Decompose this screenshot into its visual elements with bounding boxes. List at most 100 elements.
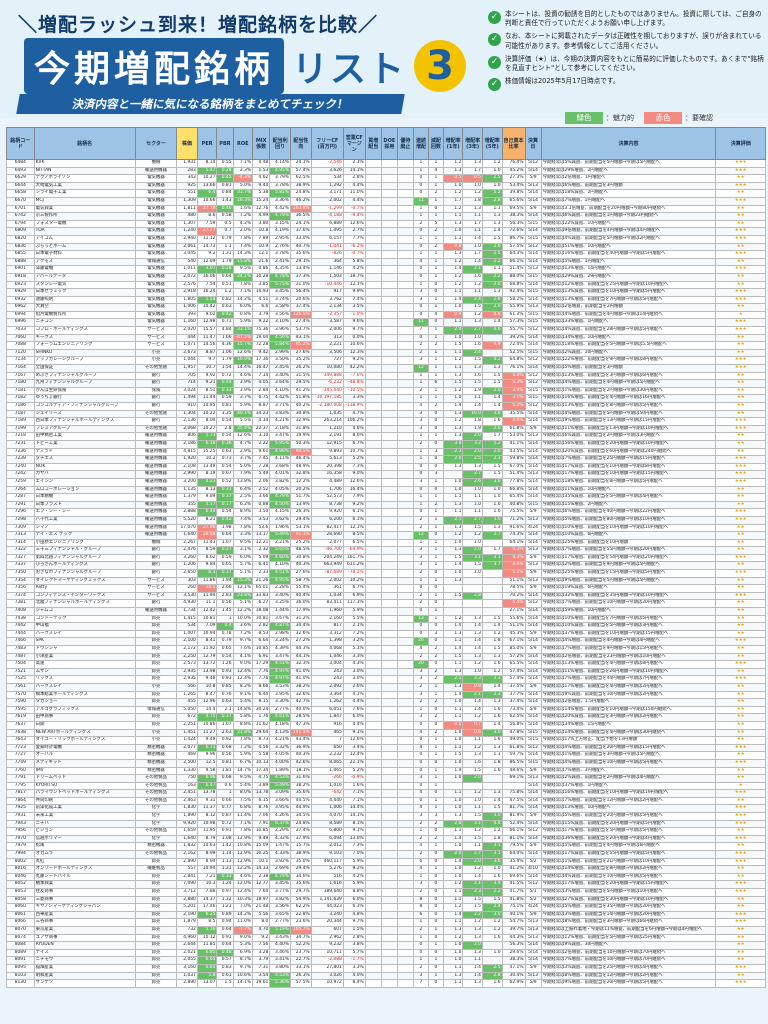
column-header[interactable]: 増配率(5年) xyxy=(481,127,503,160)
table-row[interactable]: 8066 三谷商事 卸売 1,879 8.5 0.94 11.0% 8.0 2.77% 23.6%… xyxy=(6,918,766,927)
table-row[interactable]: 8061 西華産業 卸売 2,190 6.25 0.89 14.2% 5.56 3.65% 22.… xyxy=(6,910,766,920)
table-row[interactable]: 7727 オーバル 精密機器 469 9.96 0.56 5.9% 5.58 4.05% 40.3… xyxy=(6,751,766,760)
table-row[interactable]: 6484 KVK 機械 1,931 8.14 0.55 7.1% 4.48 4.14% 24.1%… xyxy=(6,159,766,168)
table-row[interactable]: 7356 Retty サービス 260 24.5 2.66 12.1% 65.01 2.28% 5… xyxy=(6,584,766,593)
table-row[interactable]: 7060 ギークス サービス 444 11.47 1.66 -41.5% 19.04 4.50%… xyxy=(6,333,766,343)
table-row[interactable]: 6644 大崎電気工業 電気機器 925 13.66 0.81 5.0% 9.44 3.78% 3… xyxy=(6,181,766,191)
table-row[interactable]: 8089 ナイス 卸売 2,021 6.85 0.48 6.9% 3.28 3.46% 23.7%… xyxy=(6,948,766,958)
table-row[interactable]: 7637 白銅 卸売 2,251 10.86 1.07 8.8% 11.62 4.18% 47.3… xyxy=(6,720,766,730)
table-row[interactable]: 8095 稲畑産業 卸売 3,160 0.81 0.83 9.7% 7.31 3.80% 33.1… xyxy=(6,963,766,973)
column-header[interactable]: 優待廃止 xyxy=(396,127,414,160)
table-row[interactable]: 7236 ティラド 輸送用機器 4,815 15.25 0.63 2.9% 9.61 4.98%… xyxy=(6,447,766,457)
table-row[interactable]: 6794 フォスター電機 電気機器 1,307 7.59 0.5 4.2% 3.80 3.15%… xyxy=(6,219,766,229)
table-row[interactable]: 7182 ゆうちょ銀行 銀行 1,494 11.44 0.59 3.7% 6.75 4.42% 5… xyxy=(6,394,766,403)
table-row[interactable]: 8060 キヤノンマーケティングジャパン 卸売 5,201 17.46 1.23 7.0% 2… xyxy=(6,903,766,912)
column-header[interactable]: 営業CFマージン xyxy=(342,127,366,160)
table-row[interactable]: 7925 前澤化成工業 化学 1,830 11.37 0.77 6.8% 8.76 3.95% 4… xyxy=(6,804,766,814)
table-row[interactable]: 7354 ダイレクトマーケティングミックス サービス 303 11.86 1.94 15.3… xyxy=(6,576,766,586)
table-row[interactable]: 8002 丸紅 卸売 2,890 8.94 1.13 12.9% 10.1 3.92% 35.0%… xyxy=(6,857,766,867)
table-row[interactable]: 8084 RYODEN 卸売 2,644 11.85 0.64 5.3% 7.56 4.40% 5… xyxy=(6,941,766,950)
table-row[interactable]: 8074 ユアサ商事 卸売 4,960 10.12 0.91 9.0% 9.2 3.43% 34.… xyxy=(6,933,766,943)
table-row[interactable]: 7979 松風 精密機器 1,832 10.63 1.42 10.8% 15.09 1.47% 1… xyxy=(6,842,766,852)
table-row[interactable]: 7287 日本精機 輸送用機器 1,379 9.89 0.37 2.5% 3.66 4.79% 5… xyxy=(6,493,766,502)
table-row[interactable]: 7337 ひろぎんホールディングス 銀行 1,206 9.84 0.65 5.7% 6.41 4… xyxy=(6,561,766,571)
column-header[interactable]: 買増配当 xyxy=(364,127,382,160)
column-header[interactable]: PBR xyxy=(216,127,234,160)
column-header[interactable]: DOE採用 xyxy=(380,127,398,160)
table-row[interactable]: 8016 オンワードホールディングス 繊維製品 557 10.94 1.31 12.2% 14… xyxy=(6,865,766,874)
table-row[interactable]: 6888 アクモス 情報通信 540 12.09 1.79 15.8% 21.6 2.41% 29… xyxy=(6,257,766,267)
column-header[interactable]: 配当利回り xyxy=(269,127,291,160)
table-row[interactable]: 7595 アルゴグラフィックス 情報通信 5,050 14.4 2.1 14.8% 30.24… xyxy=(6,705,766,715)
table-row[interactable]: 7749 メディキット 精密機器 2,500 12.5 0.81 6.7% 10.13 4.00… xyxy=(6,758,766,768)
column-header[interactable]: フリーCF(百万円) xyxy=(310,127,344,160)
table-row[interactable]: 7638 NEW ARTホールディングス 小売 1,451 11.27 2.63 21.8%… xyxy=(6,728,766,738)
column-header[interactable]: 連続増配 xyxy=(412,127,429,160)
table-row[interactable]: 6658 シライ電子工業 電気機器 551 6.4 0.84 31.7% 5.38 5.81% 2… xyxy=(6,189,766,198)
table-row[interactable]: 7088 フォーラムエンジニアリング サービス 1,071 14.56 4.36 15.7%… xyxy=(6,341,766,350)
table-row[interactable]: 7186 コンコルディア・フィナンシャルグループ 銀行 910 10.95 0.81 5.9… xyxy=(6,402,766,411)
table-row[interactable]: 8046 丸藤シートパイル 卸売 2,841 7.21 0.33 4.6% 2.38 4.79%… xyxy=(6,872,766,882)
table-row[interactable]: 7240 NOK 輸送用機器 2,108 13.49 0.54 5.0% 7.28 3.68% 4… xyxy=(6,462,766,472)
table-row[interactable]: 7374 コンフィデンス・インターワークス サービス 3,530 11.94 2.83 23… xyxy=(6,591,766,601)
column-header[interactable]: 減配回数 xyxy=(427,127,444,160)
column-header[interactable]: 自己資本比率 xyxy=(501,127,526,160)
table-row[interactable]: 7760 IMV 精密機器 1,330 9.58 1.81 14.7% 17.34 1.89% 1… xyxy=(6,766,766,776)
table-row[interactable]: 8052 椿本興業 卸売 7,090 10.3 1.24 12.0% 12.77 3.45% 35… xyxy=(6,880,766,889)
table-row[interactable]: 7442 中山福 卸売 534 7.09 0.4 3.6% 2.82 4.87% 34.4% 817… xyxy=(6,622,766,631)
table-row[interactable]: 6670 MCJ 電気機器 1,309 10.66 1.43 16.3% 15.24 3.36%… xyxy=(6,196,766,206)
table-row[interactable]: 7521 ムサシ 卸売 2,935 13.98 0.93 12.4% 7.76 4.97% 41.… xyxy=(6,667,766,677)
table-row[interactable]: 7643 ダイユー・リックホールディングス 小売 1,424 9.49 0.92 7.8% 8… xyxy=(6,736,766,745)
table-row[interactable]: 6493 NITTAN 輸送用機器 283 5.47 0.28 2.3% 1.53 4.95% 5… xyxy=(6,166,766,176)
table-row[interactable]: 7994 オカムラ その他製品 2,162 8.99 1.14 12.9% 10.25 4.33… xyxy=(6,850,766,859)
table-row[interactable]: 7239 タチエス 輸送用機器 1,920 10.2 0.73 3.7% 7.45 4.11% 4… xyxy=(6,455,766,464)
column-header[interactable]: 決算評価 xyxy=(715,127,766,160)
table-row[interactable]: 6932 遠藤照明 電気機器 1,805 5.54 0.82 14.2% 4.51 3.74% 2… xyxy=(6,295,766,305)
table-row[interactable]: 7314 小田原エンジニアリング 機械 2,267 11.43 1.07 9.5% 12.21… xyxy=(6,538,766,548)
table-row[interactable]: 7791 ドリームベッド その他製品 750 6.96 0.68 9.5% 4.75 4.53%… xyxy=(6,774,766,783)
table-row[interactable]: 7590 タカショー 卸売 455 12.96 0.63 5.4% 8.15 3.30% 42.7… xyxy=(6,698,766,707)
table-row[interactable]: 7483 ドウシシャ 卸売 2,172 11.92 0.65 7.6% 10.85 4.39% 4… xyxy=(6,645,766,654)
column-header[interactable]: 銘柄コード xyxy=(6,127,35,160)
table-row[interactable]: 7408 ジャムコ 輸送用機器 1,734 12.42 1.45 12.2% 18.08 1.4… xyxy=(6,607,766,616)
table-row[interactable]: 6809 TOA 電気機器 1,240 27.27 0.7 2.0% 10.8 4.19% 37.… xyxy=(6,227,766,236)
column-header[interactable]: 増配率(3年) xyxy=(462,127,483,160)
table-row[interactable]: 7167 めぶきフィナンシャルグループ 銀行 705 9.92 0.72 4.6% 7.14 3… xyxy=(6,371,766,381)
table-row[interactable]: 7444 ハークスレイ 卸売 1,007 10.94 0.78 7.2% 8.53 2.98% 3… xyxy=(6,629,766,639)
table-row[interactable]: 7795 KYORITSU その他製品 163 6.47 0.6 5.4% 3.89 5.49%… xyxy=(6,781,766,791)
table-row[interactable]: 7570 橋本総業ホールディングス 卸売 1,265 8.47 0.76 9.1% 6.44 3… xyxy=(6,690,766,700)
table-row[interactable]: 7120 SHINKO 小売 2,673 8.87 1.06 12.6% 9.42 2.99% 2… xyxy=(6,348,766,358)
table-row[interactable]: 6929 日本セラミック 電気機器 2,918 16.24 1.2 7.1% 14.93 3.4… xyxy=(6,288,766,297)
table-row[interactable]: 6855 日本電子材料 電気機器 3,045 9.2 1.31 14.3% 12.1 3.78%… xyxy=(6,250,766,259)
table-row[interactable]: 8053 住友商事 卸売 3,712 7.88 0.97 12.4% 7.64 3.77% 29.… xyxy=(6,888,766,897)
table-row[interactable]: 8103 明和産業 卸売 1,037 5.8 0.61 10.6% 3.54 4.53% 26.3… xyxy=(6,971,766,981)
table-row[interactable]: 7943 ニチハ 化学 9,920 10.98 0.72 7.1% 7.91 6.37% 24.8… xyxy=(6,819,766,829)
table-row[interactable]: 6901 澤藤電機 電気機器 1,011 3.07 0.28 9.5% 0.86 4.35% 13… xyxy=(6,265,766,274)
table-row[interactable]: 8058 三菱商事 卸売 2,880 14.37 1.32 10.3% 18.97 3.82% 5… xyxy=(6,895,766,905)
table-row[interactable]: 7504 高速 卸売 2,573 13.72 1.26 9.0% 17.29 4.51% 32.3… xyxy=(6,660,766,669)
table-row[interactable]: 6994 指月電機製作所 電気機器 393 9.02 0.42 0.8% 3.79 3.56% 1… xyxy=(6,310,766,320)
table-row[interactable]: 6923 スタンレー電気 電気機器 2,576 7.54 0.51 7.8% 3.85 5.75… xyxy=(6,280,766,290)
table-row[interactable]: 7181 かんぽ生命保険 保険 3,024 8.51 0.33 3.9% 2.84 4.10% 4… xyxy=(6,386,766,396)
column-header[interactable]: 株価 xyxy=(176,127,198,160)
table-row[interactable]: 7033 コプロ・ホールディングス サービス 2,020 15.57 4.84 33.1% 7… xyxy=(6,326,766,335)
table-row[interactable]: 7180 九州フィナンシャルグループ 銀行 714 9.21 0.44 3.9% 4.05 3.… xyxy=(6,379,766,388)
table-row[interactable]: 7189 西日本フィナンシャルホールディングス 銀行 2,136 8.04 0.54 5.5… xyxy=(6,417,766,426)
table-row[interactable]: 7956 ピジョン その他製品 1,659 11.95 0.91 7.8% 10.85 2.29… xyxy=(6,827,766,836)
table-row[interactable]: 7723 愛知時計電機 精密機器 2,077 6.71 0.68 7.2% 4.56 3.32%… xyxy=(6,743,766,753)
column-header[interactable]: 配当性向 xyxy=(289,127,312,160)
table-row[interactable]: 6742 京三製作所 電気機器 480 8.6 0.58 7.2% 4.99 4.79% 36.5… xyxy=(6,212,766,221)
table-row[interactable]: 7218 田中精密工業 輸送用機器 806 5.73 0.54 12.6% 3.10 3.47%… xyxy=(6,432,766,441)
table-row[interactable]: 6836 ぷらっとホーム 電気機器 2,061 14.73 1.1 7.4% 10.9 2.76… xyxy=(6,242,766,252)
table-row[interactable]: 7322 三十三フィナンシャル・グループ 銀行 2,476 8.59 0.27 3.1% 2.… xyxy=(6,546,766,555)
table-row[interactable]: 7313 テイ・エス テック 輸送用機器 1,640 20.58 0.64 3.3% 13.1… xyxy=(6,531,766,540)
table-row[interactable]: 7291 日本プラスト 輸送用機器 355 5.17 0.17 6.2% 0.88 4.50% 1… xyxy=(6,500,766,510)
column-header[interactable]: 決算日 xyxy=(524,127,542,160)
column-header[interactable]: PER xyxy=(196,127,218,160)
table-row[interactable]: 7931 未来工業 化学 1,890 8.12 0.87 11.4% 7.06 4.26% 34.… xyxy=(6,812,766,821)
table-row[interactable]: 6820 アイコム 電気機器 2,940 11.12 0.79 7.8% 7.89 2.95% 3… xyxy=(6,234,766,244)
table-row[interactable]: 8091 ニチモウ 卸売 2,055 6.65 0.57 8.7% 3.79 3.41% 22.7… xyxy=(6,956,766,965)
table-row[interactable]: 6701 電気興業 電気機器 1,811 27.74 0.46 1.6% 12.76 4.42%… xyxy=(6,204,766,214)
table-row[interactable]: 7327 第四北越フィナンシャルグループ 銀行 3,260 8.62 0.59 6.0% 5.… xyxy=(6,553,766,563)
table-row[interactable]: 7309 シマノ 輸送用機器 17,070 27.06 1.98 7.8% 53.6 1.96%… xyxy=(6,523,766,533)
